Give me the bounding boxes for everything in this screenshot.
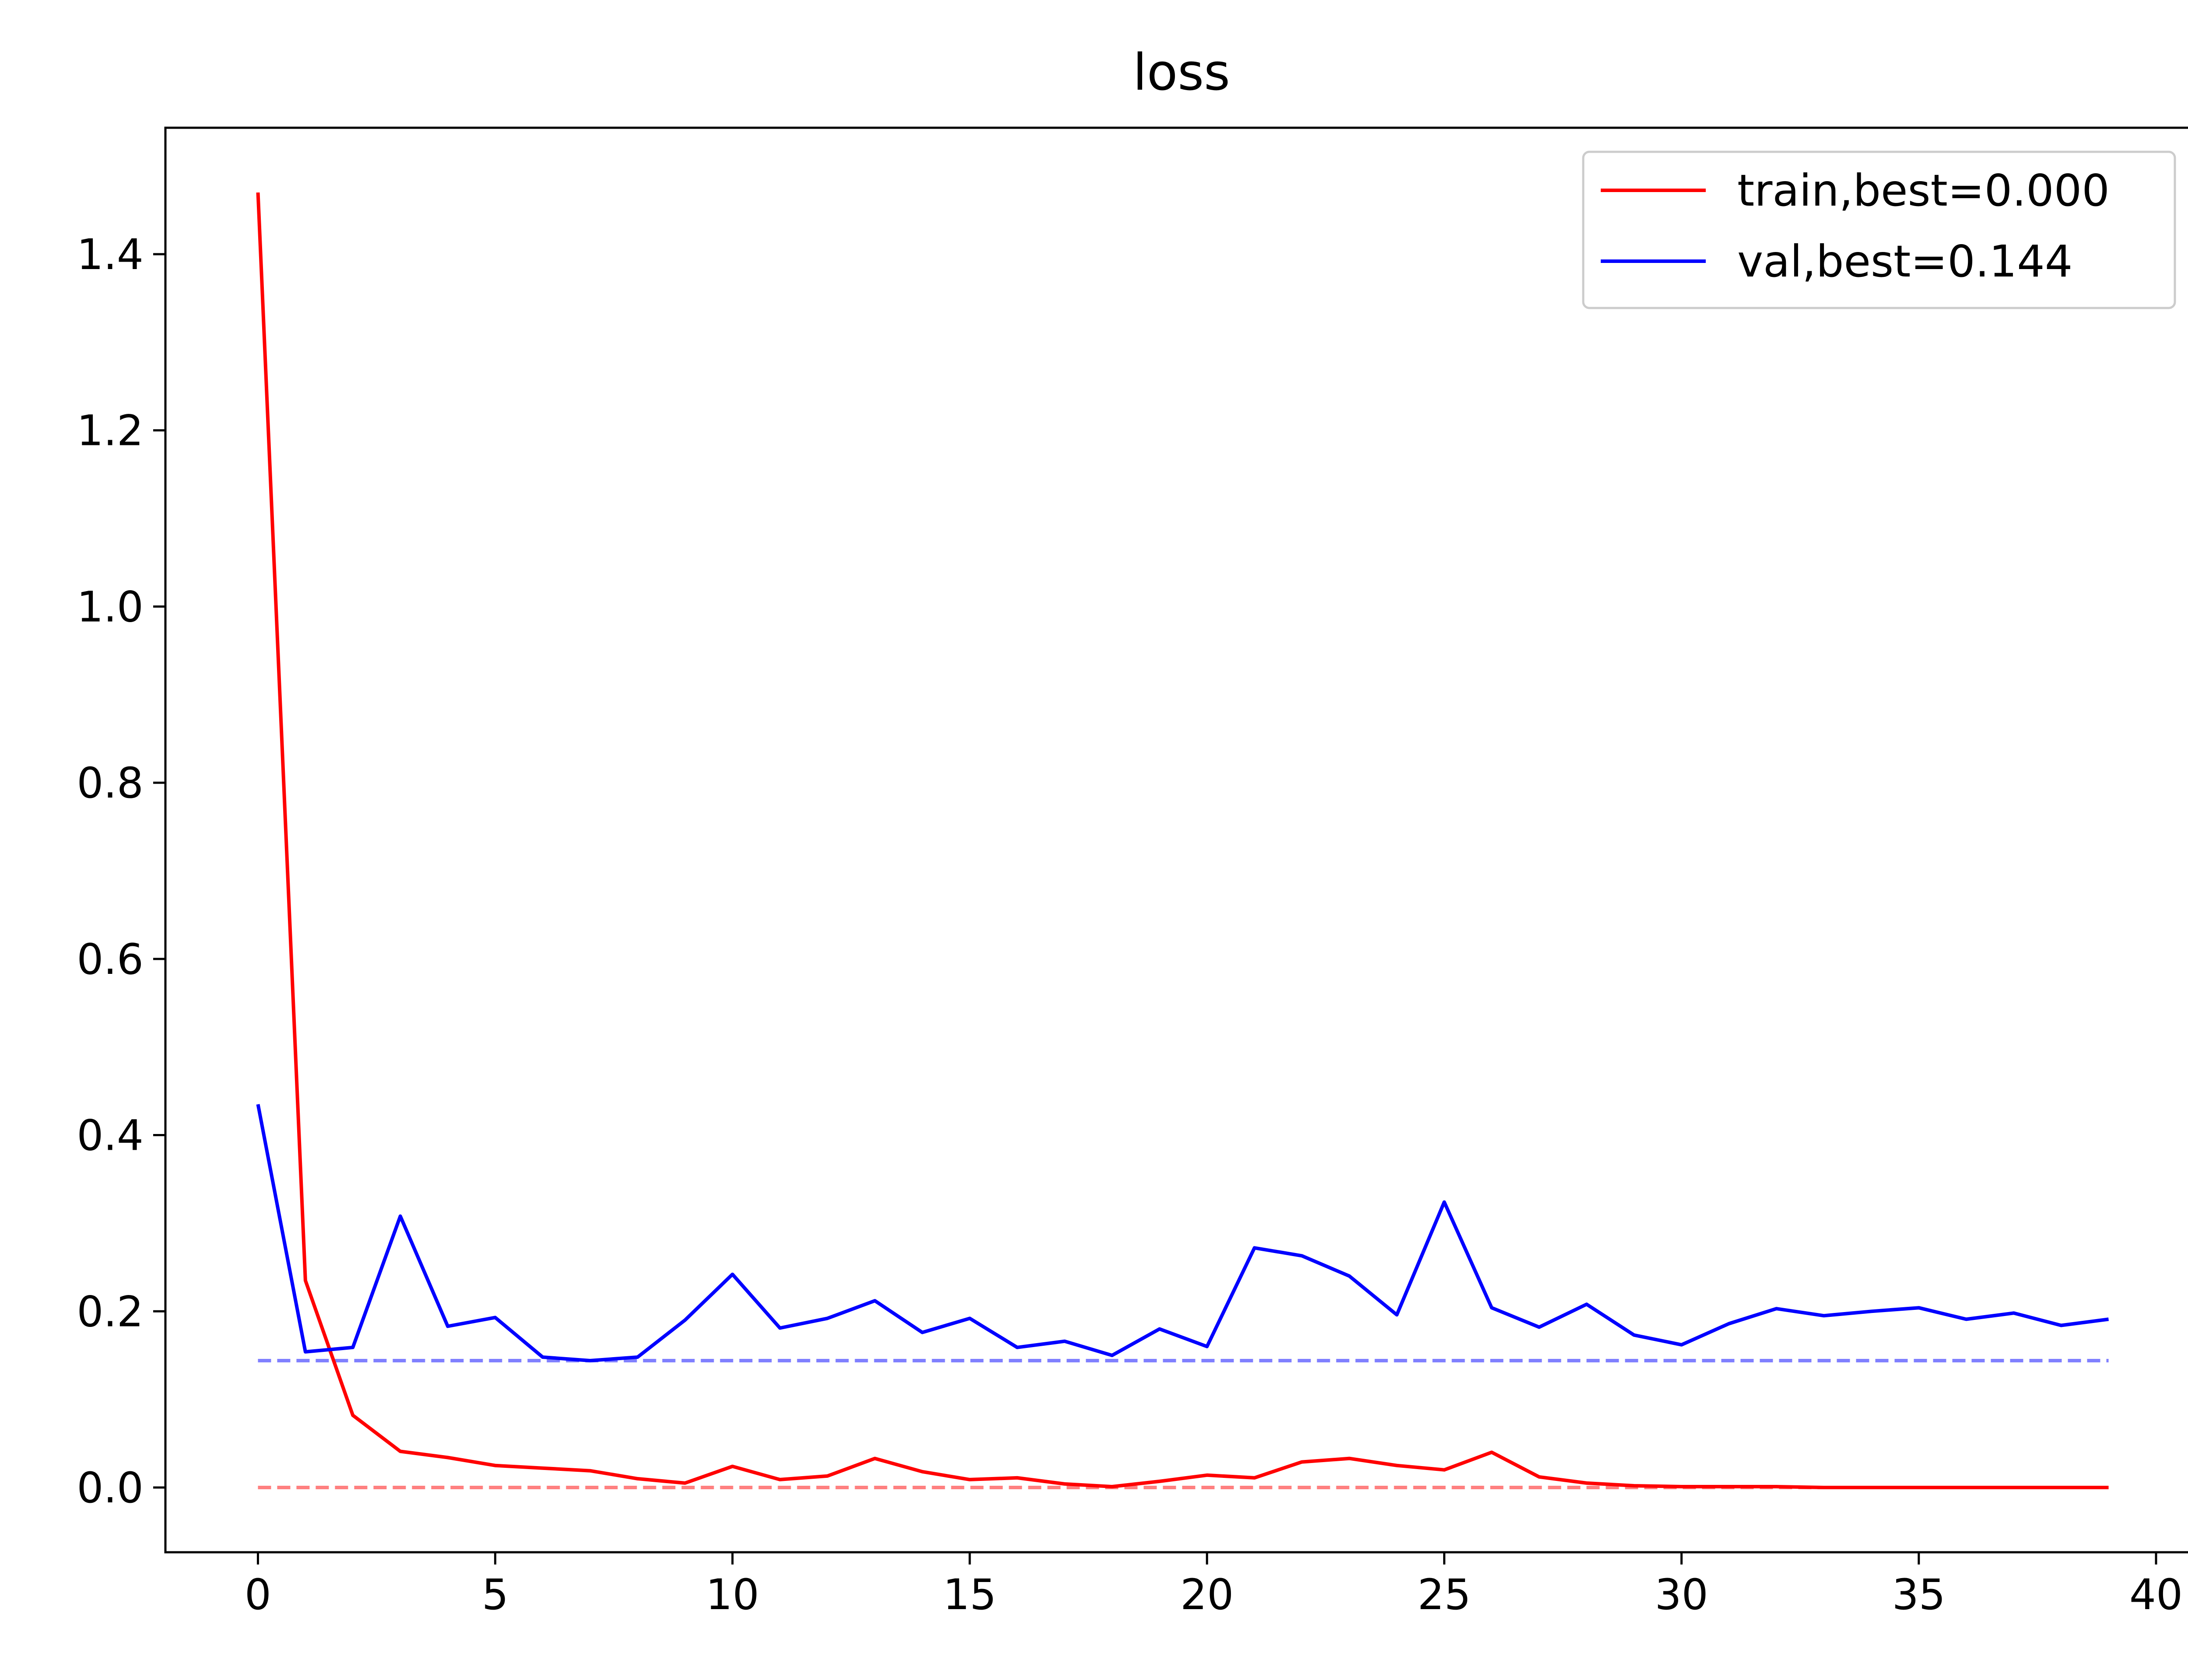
y-tick-label: 1.0: [77, 582, 144, 631]
legend-label-train: train,best=0.000: [1737, 165, 2110, 216]
chart-title: loss: [1133, 43, 1230, 102]
y-tick-label: 1.4: [77, 230, 144, 279]
x-tick-label: 0: [245, 1570, 271, 1619]
x-tick-label: 35: [1892, 1570, 1946, 1619]
x-tick-label: 20: [1180, 1570, 1234, 1619]
legend: train,best=0.000 val,best=0.144: [1582, 150, 2176, 309]
y-tick-label: 0.0: [77, 1463, 144, 1512]
x-axis: 0 5 10 15 20 25 30 35 40: [245, 1552, 2183, 1619]
y-tick-label: 0.8: [77, 759, 144, 808]
x-tick-label: 25: [1417, 1570, 1471, 1619]
series-line-val: [256, 1104, 2109, 1362]
x-tick-label: 5: [482, 1570, 508, 1619]
legend-label-val: val,best=0.144: [1737, 236, 2072, 287]
y-tick-label: 1.2: [77, 406, 144, 455]
y-tick-label: 0.2: [77, 1287, 144, 1336]
x-tick-label: 15: [943, 1570, 996, 1619]
x-tick-label: 10: [706, 1570, 759, 1619]
x-tick-label: 30: [1655, 1570, 1708, 1619]
y-tick-label: 0.4: [77, 1111, 144, 1160]
legend-box: [1582, 150, 2176, 309]
y-tick-label: 0.6: [77, 935, 144, 984]
series-lines: [256, 192, 2109, 1489]
x-tick-label: 40: [2129, 1570, 2183, 1619]
plot-frame: [164, 126, 2188, 1554]
series-line-train: [256, 192, 2109, 1489]
y-axis: 0.0 0.2 0.4 0.6 0.8 1.0 1.2 1.4: [77, 230, 165, 1512]
